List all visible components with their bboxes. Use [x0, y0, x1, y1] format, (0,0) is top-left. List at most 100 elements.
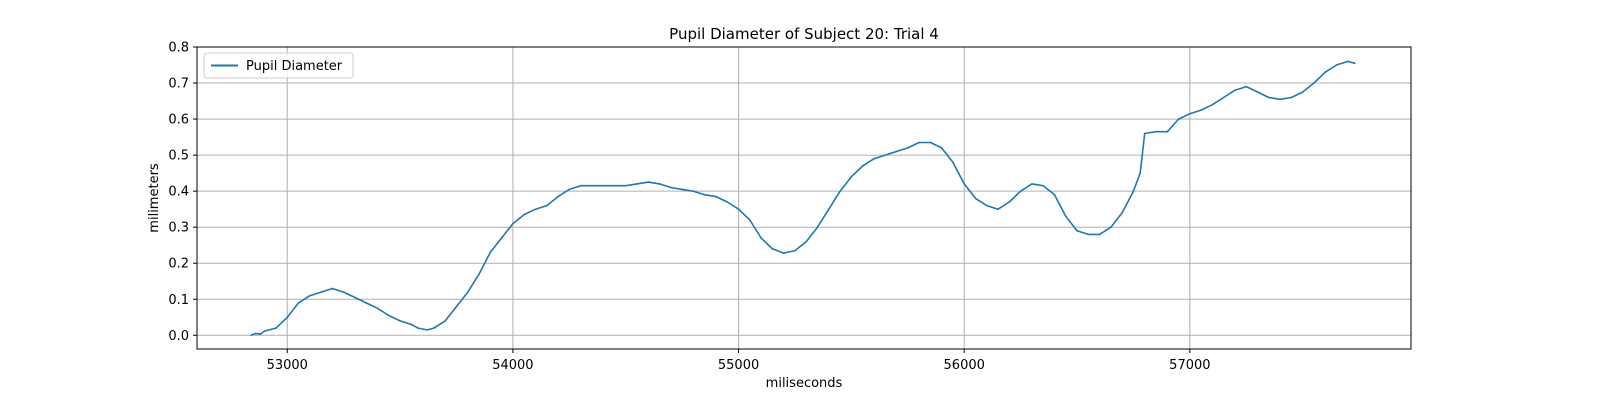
data-point	[703, 194, 706, 196]
data-point	[1132, 190, 1135, 192]
data-point	[1076, 230, 1078, 232]
data-point	[399, 320, 401, 322]
data-point	[782, 252, 785, 254]
data-point	[715, 195, 717, 198]
data-point	[963, 183, 965, 185]
y-tick-label: 0.0	[168, 329, 189, 344]
data-point	[1200, 109, 1202, 111]
data-point	[523, 213, 525, 216]
data-point	[254, 332, 257, 335]
data-point	[816, 226, 819, 228]
y-tick-label: 0.4	[168, 185, 189, 200]
data-point	[884, 154, 886, 156]
data-point	[636, 183, 638, 185]
legend-box	[203, 52, 354, 79]
y-tick-label: 0.8	[168, 41, 189, 56]
data-point	[286, 316, 289, 319]
data-point	[489, 251, 492, 254]
data-point	[500, 237, 503, 239]
data-point	[929, 141, 932, 144]
plot-frame	[196, 46, 1412, 350]
grid-lines	[197, 46, 1411, 349]
y-tick-label: 0.1	[168, 293, 189, 308]
series-layer	[250, 60, 1356, 337]
data-point	[534, 208, 537, 210]
data-point	[952, 161, 954, 164]
data-point	[579, 184, 582, 187]
data-point	[794, 249, 796, 252]
data-point	[275, 327, 277, 329]
chart-title: Pupil Diameter of Subject 20: Trial 4	[669, 25, 939, 43]
x-tick-label: 53000	[267, 358, 308, 373]
data-point	[259, 333, 262, 336]
data-point	[478, 273, 480, 275]
y-tick-label: 0.7	[168, 77, 189, 92]
data-point	[681, 188, 683, 191]
data-point	[388, 314, 390, 317]
y-tick-label: 0.5	[168, 149, 189, 164]
data-point	[658, 183, 661, 185]
data-point	[726, 201, 729, 203]
data-point	[1065, 215, 1067, 218]
data-point	[839, 190, 841, 192]
data-point	[986, 204, 988, 207]
data-point	[873, 157, 875, 160]
x-tick-label: 54000	[492, 358, 533, 373]
data-point	[591, 184, 593, 187]
legend: Pupil Diameter	[203, 52, 354, 79]
data-point	[1245, 85, 1248, 88]
data-point	[1279, 98, 1281, 101]
data-point	[1313, 82, 1315, 84]
y-tick-label: 0.2	[168, 257, 189, 272]
data-point	[512, 222, 514, 225]
data-point	[670, 186, 672, 189]
data-point	[557, 195, 559, 198]
data-point	[737, 208, 740, 210]
data-point	[602, 184, 604, 187]
data-point	[297, 302, 300, 304]
x-axis-label: miliseconds	[766, 376, 843, 391]
data-point	[624, 184, 627, 187]
data-point	[918, 141, 920, 144]
data-point	[365, 302, 368, 304]
data-point	[309, 294, 311, 297]
data-point	[850, 175, 853, 178]
data-point	[417, 327, 419, 329]
data-point	[467, 291, 469, 293]
data-point	[647, 181, 650, 183]
data-point	[1189, 112, 1191, 115]
data-point	[771, 248, 774, 250]
data-point	[444, 320, 447, 322]
data-point	[1347, 60, 1349, 63]
data-point	[1098, 233, 1101, 236]
x-tick-label: 55000	[718, 358, 759, 373]
x-tick-label: 57000	[1169, 358, 1210, 373]
y-axis-label: milimeters	[147, 163, 162, 233]
data-point	[1268, 96, 1270, 99]
data-point	[1110, 226, 1112, 228]
data-point	[1008, 201, 1011, 203]
data-point	[1087, 233, 1090, 236]
data-point	[410, 323, 413, 326]
data-point	[354, 296, 356, 299]
data-point	[1301, 91, 1304, 93]
series-line-pupil-diameter	[250, 60, 1356, 337]
data-point	[613, 184, 616, 187]
data-point	[1335, 64, 1338, 66]
data-point	[426, 329, 429, 331]
data-point	[907, 147, 909, 149]
ticks: 53000 54000 55000 56000 57000 0.0 0.1 0.2 0.3 0.4…	[168, 41, 1210, 374]
data-point	[1139, 172, 1141, 174]
data-point	[1121, 212, 1123, 214]
data-point	[1353, 62, 1356, 64]
data-point	[1324, 71, 1327, 73]
data-point	[1211, 103, 1214, 106]
data-point	[749, 219, 751, 221]
data-point	[342, 291, 345, 293]
y-tick-label: 0.6	[168, 113, 189, 128]
data-point	[455, 305, 458, 308]
data-point	[1290, 96, 1293, 99]
data-point	[974, 197, 977, 200]
data-point	[1222, 96, 1225, 99]
